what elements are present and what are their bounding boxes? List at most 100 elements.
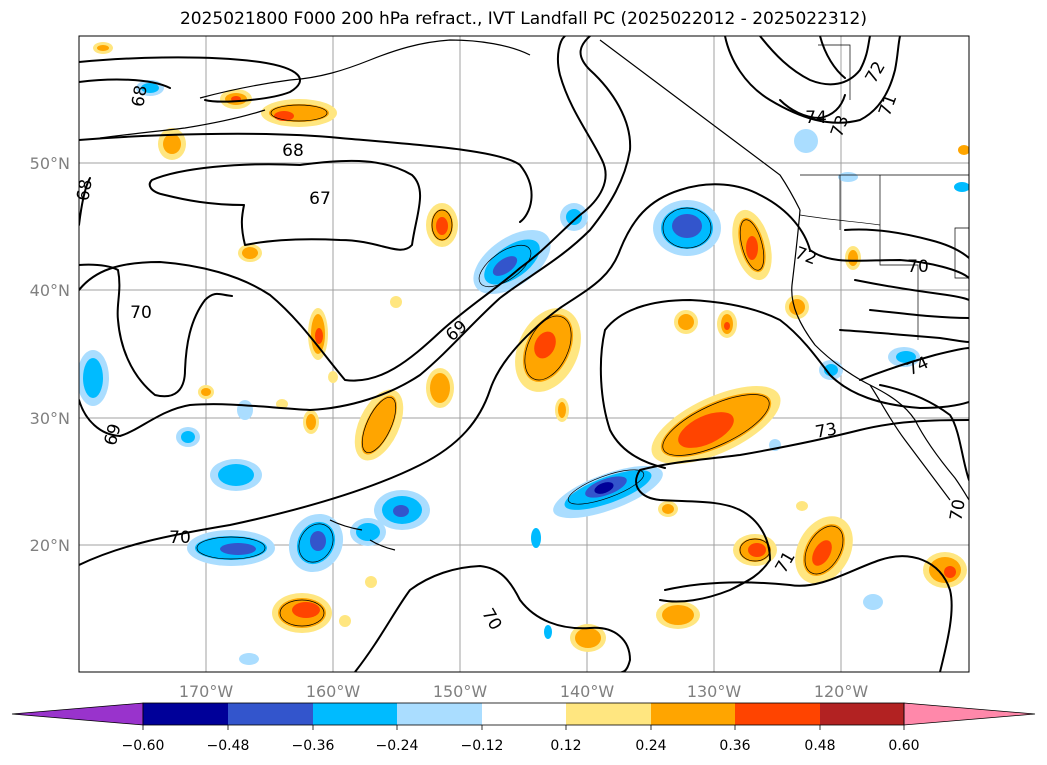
coast-aleutians <box>99 109 266 139</box>
pos-blob-7-inner <box>746 236 758 260</box>
colorbar-tick-label: 0.24 <box>635 738 666 754</box>
colorbar-tick-label: −0.12 <box>461 738 504 754</box>
contour-72-north <box>759 36 871 86</box>
contour-label: 74 <box>805 108 827 128</box>
contour-71 <box>599 299 969 469</box>
colorbar-tick-label: −0.36 <box>292 738 335 754</box>
neg-blob-20 <box>954 182 969 192</box>
neg-blob-16 <box>531 528 541 548</box>
longitude-labels: 170°W 160°W 150°W 140°W 130°W 120°W <box>179 682 869 701</box>
neg-blob-17 <box>863 594 883 610</box>
pos-blob-12-inner <box>944 566 956 578</box>
contour-68-north <box>79 56 301 103</box>
lat-label: 50°N <box>30 154 70 173</box>
pos-blob-26-core <box>662 504 674 514</box>
contour-east-4 <box>839 329 969 343</box>
neg-blob-2-inner <box>672 214 702 238</box>
pos-blob-31 <box>276 399 288 409</box>
coast-baja <box>869 384 951 501</box>
lon-label: 170°W <box>179 682 234 701</box>
coast-bc <box>599 39 801 211</box>
colorbar-tick-label: −0.48 <box>207 738 250 754</box>
colorbar-tick-label: 0.60 <box>888 738 919 754</box>
contour-74-east <box>859 347 969 381</box>
lon-label: 150°W <box>433 682 488 701</box>
colorbar-segment <box>651 703 735 725</box>
neg-blob-12-core <box>896 351 916 363</box>
colorbar-frame <box>142 702 905 726</box>
plot-frame <box>78 35 970 673</box>
neg-blob-18 <box>794 129 818 153</box>
colorbar-segment <box>482 703 566 725</box>
pos-blob-27 <box>390 296 402 308</box>
pos-blob-28 <box>365 576 377 588</box>
neg-blob-21 <box>239 653 259 665</box>
pos-blob-23-core <box>558 402 566 418</box>
lon-label: 120°W <box>814 682 869 701</box>
contour-label: 67 <box>309 189 331 209</box>
pos-blob-30 <box>328 371 338 383</box>
contour-70-south <box>79 183 969 566</box>
pc-contour-outlines <box>196 104 844 627</box>
contour-east-1 <box>844 228 969 259</box>
contour-label: 70 <box>169 528 191 548</box>
pos-blob-22-core <box>306 414 316 430</box>
pos-blob-21-core <box>848 250 858 266</box>
neg-blob-5-inner <box>310 531 326 551</box>
neg-blob-11-core <box>181 431 195 443</box>
coastlines <box>99 39 969 551</box>
contour-label: 70 <box>907 257 929 277</box>
pos-blob-15-core <box>163 134 181 154</box>
lon-label: 130°W <box>687 682 742 701</box>
neg-blob-9-core <box>83 358 103 398</box>
colorbar-extend-over <box>903 702 1036 726</box>
pos-blob-19-core <box>789 299 805 315</box>
coast-hawaii <box>329 519 396 551</box>
colorbar-tick-label: −0.24 <box>376 738 419 754</box>
colorbar-tick-labels: −0.60 −0.48 −0.36 −0.24 −0.12 0.12 0.24 … <box>122 738 920 754</box>
neg-blob-14-core <box>141 83 159 93</box>
contour-72 <box>635 419 969 603</box>
neg-blob-3-max <box>594 482 614 494</box>
contour-east-5 <box>879 384 969 481</box>
colorbar-segment <box>820 703 904 725</box>
colorbar-segment <box>143 703 228 725</box>
refractivity-contours <box>79 36 969 672</box>
neg-blob-1-inner <box>492 256 518 276</box>
colorbar-segment <box>566 703 651 725</box>
contour-70-west <box>79 263 233 398</box>
pos-blob-18-inner <box>724 322 730 330</box>
pos-blob-3-core <box>361 395 397 455</box>
pos-blob-2-inner <box>678 412 734 448</box>
contour-67 <box>148 159 421 251</box>
colorbar-tick-label: 0.36 <box>719 738 750 754</box>
colorbar-tick-label: 0.12 <box>550 738 581 754</box>
colorbar-tick-label: −0.60 <box>122 738 165 754</box>
pos-blob-13-core <box>662 605 694 625</box>
pc-filled-anomalies <box>79 42 969 665</box>
lon-label: 140°W <box>560 682 615 701</box>
contour-73-north <box>819 36 846 79</box>
colorbar-ticks <box>142 725 905 730</box>
contour-73 <box>664 555 953 672</box>
colorbar-segment <box>228 703 313 725</box>
latitude-labels: 50°N 40°N 30°N 20°N <box>30 154 70 555</box>
contour-71-north <box>724 36 901 124</box>
pos-blob-14-core <box>575 628 601 648</box>
neg-blob-7-core <box>356 523 380 541</box>
colorbar-segment <box>313 703 397 725</box>
contour-label: 68 <box>73 178 96 203</box>
neg-blob-6-inner <box>393 505 409 517</box>
lat-label: 40°N <box>30 281 70 300</box>
contour-east-2 <box>854 279 969 301</box>
colorbar-segment <box>397 703 482 725</box>
colorbar: −0.60 −0.48 −0.36 −0.24 −0.12 0.12 0.24 … <box>11 702 1036 754</box>
pos-blob-9-inner <box>315 328 323 344</box>
contour-69-main <box>79 36 607 382</box>
lat-label: 30°N <box>30 409 70 428</box>
borders <box>799 44 969 340</box>
map-title: 2025021800 F000 200 hPa refract., IVT La… <box>179 9 867 29</box>
contour-74-north <box>779 94 846 119</box>
pos-blob-17-core <box>678 314 694 330</box>
